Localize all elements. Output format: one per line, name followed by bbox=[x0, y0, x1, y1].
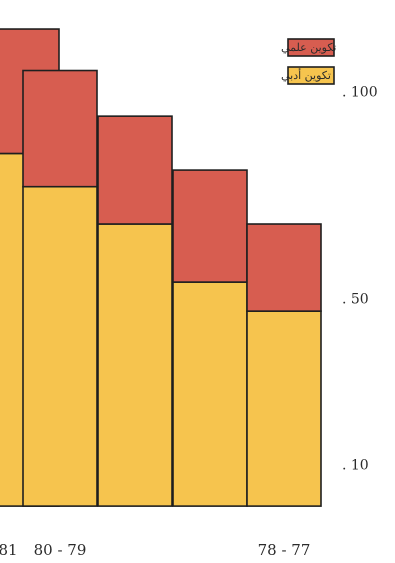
bar-segment-literary-1 bbox=[22, 185, 98, 507]
bar-segment-literary-4 bbox=[246, 310, 322, 507]
y-tick-label-0: . 100 bbox=[342, 84, 378, 100]
legend-swatch-1 bbox=[287, 66, 335, 85]
x-tick-label-4: 78 - 77 bbox=[258, 541, 311, 559]
bar-segment-literary-2 bbox=[97, 223, 173, 507]
x-tick-label-1: 80 - 79 bbox=[34, 541, 87, 559]
y-tick-label-2: . 10 bbox=[342, 458, 369, 474]
x-tick-label-0: 81 bbox=[0, 541, 18, 559]
y-tick-label-1: . 50 bbox=[342, 292, 369, 308]
bars-layer bbox=[0, 28, 322, 507]
bar-segment-scientific-4 bbox=[246, 223, 322, 312]
legend-swatch-0 bbox=[287, 38, 335, 57]
legend-label-0: تكوين علمي bbox=[281, 41, 336, 54]
legend-label-1: تكوين أدبي bbox=[281, 68, 331, 82]
x-axis-ticks: 81 80 - 79 78 - 77 bbox=[0, 541, 310, 559]
y-axis-ticks: . 100 . 50 . 10 bbox=[342, 84, 378, 473]
legend: تكوين علمي تكوين أدبي bbox=[281, 38, 336, 85]
bar-segment-scientific-3 bbox=[172, 169, 248, 283]
bar-segment-scientific-1 bbox=[22, 69, 98, 188]
bar-segment-scientific-2 bbox=[97, 115, 173, 225]
bar-segment-literary-3 bbox=[172, 281, 248, 507]
